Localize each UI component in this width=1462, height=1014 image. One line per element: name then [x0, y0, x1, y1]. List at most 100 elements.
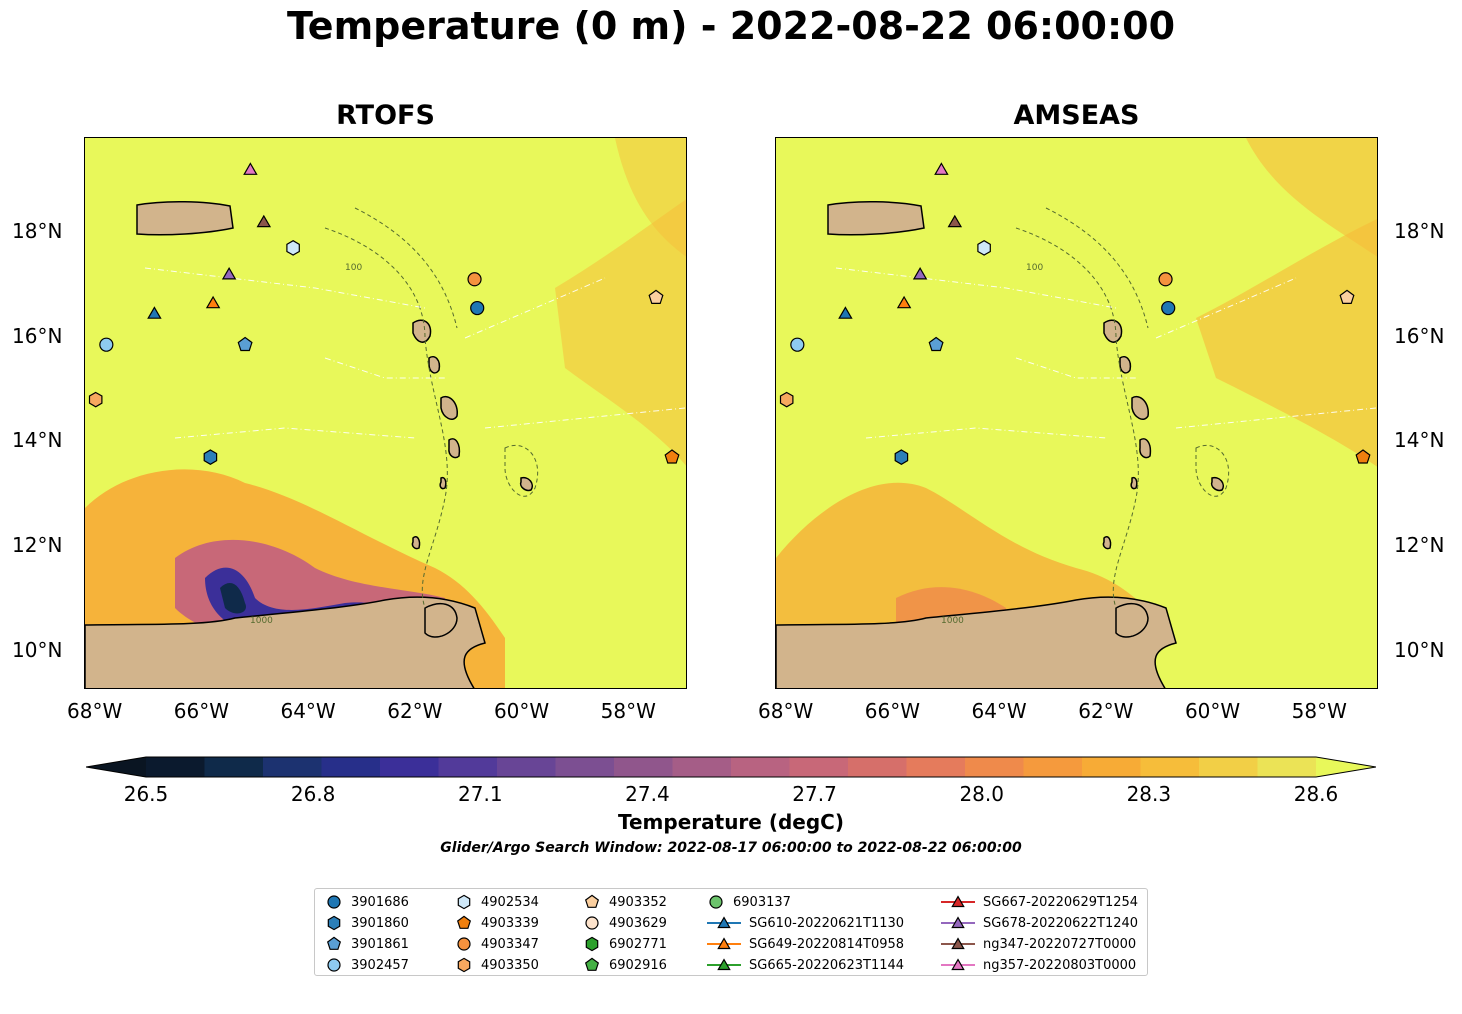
land-grenada: [1102, 536, 1112, 550]
obs-marker-4902534[interactable]: [977, 240, 991, 256]
obs-marker-ng357-20220803t0000[interactable]: [934, 162, 949, 175]
lat-tick-label: 14°N: [1394, 428, 1445, 453]
colorbar-cell: [321, 757, 381, 777]
obs-marker-3901861[interactable]: [928, 336, 944, 352]
obs-marker-sg610-20220621t1130[interactable]: [838, 306, 853, 319]
legend-label: 3901861: [351, 936, 409, 952]
triangle-marker-icon: [707, 937, 741, 950]
obs-marker-3901686[interactable]: [1161, 300, 1176, 316]
legend-item: SG678-20220622T1240: [941, 913, 1138, 933]
legend-label: ng347-20220727T0000: [983, 936, 1137, 952]
obs-marker-4902534[interactable]: [286, 240, 300, 256]
legend-label: 4903350: [481, 957, 539, 973]
obs-marker-4903350[interactable]: [88, 391, 103, 408]
search-window-note: Glider/Argo Search Window: 2022-08-17 06…: [440, 840, 1022, 856]
hexagon-marker-icon: [585, 936, 599, 952]
contour-label-1000: 1000: [250, 616, 273, 626]
legend-item: 4903352: [583, 892, 667, 912]
obs-marker-4903347[interactable]: [1158, 272, 1173, 287]
obs-marker-3901860[interactable]: [203, 449, 218, 465]
legend-label: 4902534: [481, 894, 539, 910]
legend-item: 3901860: [325, 913, 409, 933]
colorbar-cell: [965, 757, 1024, 777]
land-grenada: [411, 536, 421, 550]
legend-label: 4903339: [481, 915, 539, 931]
obs-marker-4903347[interactable]: [467, 272, 482, 287]
panel-title-amseas: AMSEAS: [1013, 100, 1140, 131]
lon-tick-label: 62°W: [1078, 699, 1134, 723]
colorbar-tick-label: 28.0: [959, 782, 1004, 806]
lon-tick-label: 60°W: [1184, 699, 1241, 723]
obs-marker-4903350[interactable]: [779, 391, 794, 408]
colorbar-cell: [1199, 757, 1258, 777]
land-dominica: [1119, 356, 1132, 374]
legend-item: 4903350: [455, 955, 539, 975]
lat-tick-label: 16°N: [12, 323, 63, 348]
obs-marker-4903339[interactable]: [664, 449, 680, 464]
obs-marker-3902457[interactable]: [99, 337, 114, 352]
obs-marker-ng347-20220727t0000[interactable]: [947, 214, 963, 228]
lon-tick-label: 64°W: [280, 699, 336, 723]
obs-marker-ng357-20220803t0000[interactable]: [243, 162, 258, 175]
obs-marker-sg649-20220814t0958[interactable]: [205, 295, 221, 309]
lat-tick-label: 10°N: [12, 637, 63, 662]
colorbar-cell: [146, 757, 205, 777]
legend-item: 3902457: [325, 955, 409, 975]
hexagon-marker-icon: [457, 894, 471, 910]
land-south-america: [85, 596, 486, 688]
legend-item: 6902916: [583, 955, 667, 975]
legend-label: 4903629: [609, 915, 667, 931]
obs-marker-4903339[interactable]: [1355, 449, 1371, 464]
obs-marker-4903352[interactable]: [1339, 289, 1355, 304]
colorbar-cell: [497, 757, 556, 777]
colorbar-tick-label: 26.8: [290, 782, 336, 806]
legend-label: SG610-20220621T1130: [749, 915, 905, 931]
land-martinique: [1131, 396, 1149, 420]
land-dominica: [428, 356, 441, 374]
obs-marker-3901861[interactable]: [237, 336, 253, 352]
pentagon-marker-icon: [456, 915, 472, 929]
land-puerto-rico: [136, 201, 234, 236]
lat-tick-label: 14°N: [12, 428, 63, 453]
warm-water-northeast: [615, 138, 686, 257]
lon-tick-label: 60°W: [493, 699, 550, 723]
obs-marker-ng347-20220727t0000[interactable]: [256, 214, 272, 228]
lon-tick-label: 64°W: [971, 699, 1027, 723]
map-amseas[interactable]: 100 1000: [775, 137, 1378, 689]
legend-label: ng357-20220803T0000: [983, 957, 1137, 973]
legend-label: SG665-20220623T1144: [749, 957, 905, 973]
figure-title: Temperature (0 m) - 2022-08-22 06:00:00: [286, 4, 1176, 48]
colorbar-cell: [848, 757, 907, 777]
lat-tick-label: 10°N: [1394, 637, 1445, 662]
obs-marker-sg678-20220622t1240[interactable]: [221, 267, 237, 280]
colorbar-cell: [380, 757, 439, 777]
contour-barbados: [504, 444, 539, 497]
obs-marker-sg649-20220814t0958[interactable]: [896, 295, 912, 309]
lon-tick-label: 68°W: [67, 699, 123, 723]
obs-marker-sg610-20220621t1130[interactable]: [147, 306, 162, 319]
obs-marker-3902457[interactable]: [790, 337, 805, 352]
legend-item: 4903339: [455, 913, 539, 933]
obs-marker-4903352[interactable]: [648, 289, 664, 304]
obs-marker-3901860[interactable]: [894, 449, 909, 465]
contour-100-north: [354, 207, 458, 329]
colorbar-tick-label: 26.5: [123, 782, 169, 806]
circle-marker-icon: [457, 937, 471, 951]
obs-marker-sg678-20220622t1240[interactable]: [912, 267, 928, 280]
colorbar-tick-label: 27.7: [792, 782, 837, 806]
legend-label: 6902916: [609, 957, 667, 973]
obs-marker-3901686[interactable]: [470, 300, 485, 316]
land-barbados: [1210, 476, 1224, 492]
legend-label: 6902771: [609, 936, 667, 952]
eez-boundaries: [835, 267, 1377, 439]
map-rtofs[interactable]: 100 1000: [84, 137, 687, 689]
triangle-marker-icon: [941, 916, 975, 929]
triangle-marker-icon: [941, 937, 975, 950]
colorbar-cell: [789, 757, 849, 777]
land-trinidad: [424, 602, 458, 638]
land-st-lucia: [448, 438, 461, 459]
land-puerto-rico: [827, 201, 925, 236]
map-rtofs-canvas: 100 1000: [85, 138, 686, 688]
contour-100-north: [1045, 207, 1149, 329]
lon-tick-label: 66°W: [864, 699, 920, 723]
